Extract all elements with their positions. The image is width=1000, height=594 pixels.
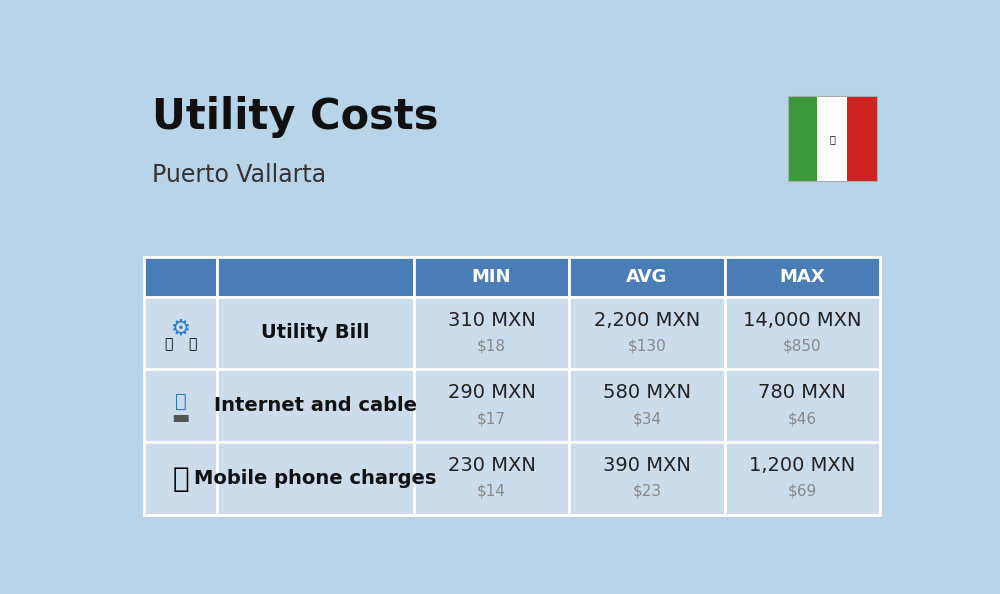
Text: 1,200 MXN: 1,200 MXN	[749, 456, 855, 475]
Bar	[144, 257, 217, 296]
Text: Utility Bill: Utility Bill	[261, 324, 369, 343]
Text: $14: $14	[477, 484, 506, 499]
Text: $130: $130	[627, 338, 666, 353]
Text: 📱: 📱	[172, 465, 189, 492]
Text: $34: $34	[632, 411, 661, 426]
Text: MIN: MIN	[472, 267, 511, 286]
Text: Utility Costs: Utility Costs	[152, 96, 439, 138]
Bar	[569, 442, 725, 515]
Bar	[414, 369, 569, 442]
Bar	[217, 257, 414, 296]
Bar	[217, 369, 414, 442]
Text: Mobile phone charges: Mobile phone charges	[194, 469, 436, 488]
Bar	[144, 369, 217, 442]
Text: 310 MXN: 310 MXN	[448, 311, 535, 330]
Text: 580 MXN: 580 MXN	[603, 384, 691, 403]
Text: $23: $23	[632, 484, 661, 499]
Text: $46: $46	[788, 411, 817, 426]
Bar	[788, 96, 817, 181]
Text: 🚰: 🚰	[188, 337, 196, 352]
Text: 🦅: 🦅	[829, 134, 835, 144]
Bar	[847, 96, 877, 181]
Bar	[725, 369, 880, 442]
Text: 2,200 MXN: 2,200 MXN	[594, 311, 700, 330]
Text: MAX: MAX	[779, 267, 825, 286]
Bar	[217, 442, 414, 515]
Text: AVG: AVG	[626, 267, 668, 286]
Text: 📶: 📶	[175, 391, 186, 410]
Bar	[725, 257, 880, 296]
Bar	[725, 442, 880, 515]
Bar	[725, 296, 880, 369]
Bar	[817, 96, 847, 181]
Bar	[569, 257, 725, 296]
Bar	[414, 296, 569, 369]
Text: $850: $850	[783, 338, 822, 353]
Bar	[569, 296, 725, 369]
Bar	[144, 296, 217, 369]
Bar	[788, 96, 877, 181]
Text: $69: $69	[788, 484, 817, 499]
Text: Puerto Vallarta: Puerto Vallarta	[152, 163, 326, 187]
Text: 290 MXN: 290 MXN	[448, 384, 535, 403]
Text: 230 MXN: 230 MXN	[448, 456, 535, 475]
Bar	[414, 257, 569, 296]
Bar	[217, 296, 414, 369]
Text: 390 MXN: 390 MXN	[603, 456, 691, 475]
Text: $17: $17	[477, 411, 506, 426]
Text: ▬: ▬	[171, 407, 190, 426]
Text: $18: $18	[477, 338, 506, 353]
Bar	[414, 442, 569, 515]
Bar	[569, 369, 725, 442]
Text: ⚙: ⚙	[170, 318, 190, 339]
Text: 14,000 MXN: 14,000 MXN	[743, 311, 861, 330]
Bar	[144, 442, 217, 515]
Text: 780 MXN: 780 MXN	[758, 384, 846, 403]
Text: 🔌: 🔌	[165, 337, 173, 352]
Text: Internet and cable: Internet and cable	[214, 396, 417, 415]
